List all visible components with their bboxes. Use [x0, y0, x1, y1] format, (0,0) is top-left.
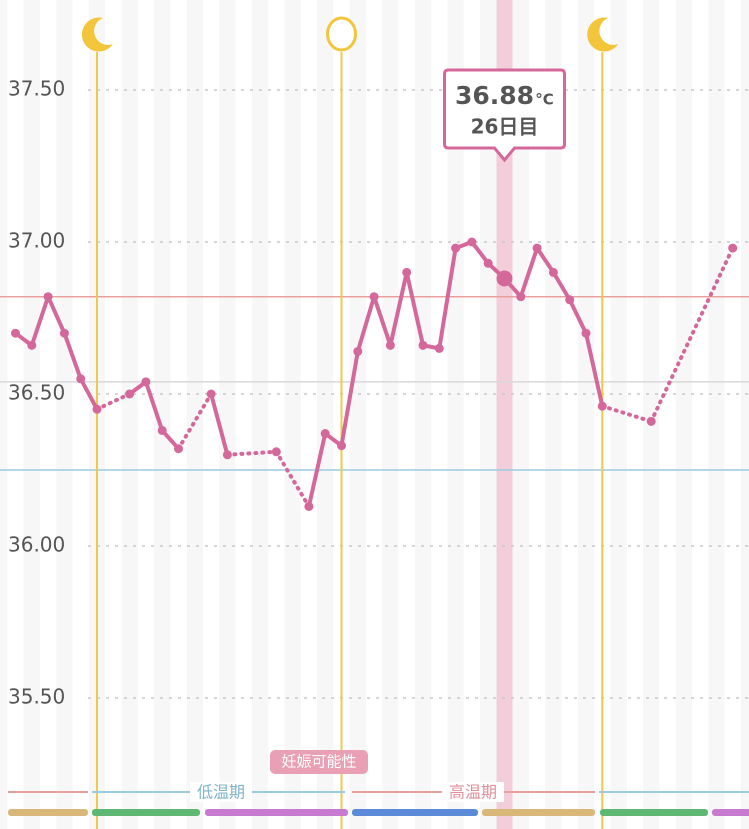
- fertility-label: 妊娠可能性: [281, 753, 356, 771]
- phase-bar: [712, 809, 749, 816]
- day-stripe: [708, 0, 725, 829]
- day-stripe: [643, 0, 660, 829]
- moon-icon: [81, 17, 113, 52]
- day-stripe: [577, 0, 595, 829]
- phase-bar: [600, 809, 708, 816]
- temperature-point: [11, 328, 20, 338]
- temperature-point: [206, 389, 216, 399]
- day-stripe: [480, 0, 497, 829]
- temperature-point: [483, 258, 493, 268]
- temperature-point: [467, 237, 477, 247]
- temperature-point: [597, 401, 607, 411]
- temperature-point: [157, 425, 167, 435]
- temperature-point: [141, 377, 151, 387]
- temperature-point: [548, 267, 558, 277]
- day-stripe: [0, 0, 8, 829]
- day-stripe: [349, 0, 366, 829]
- temperature-point: [43, 292, 53, 302]
- day-stripe: [675, 0, 692, 829]
- day-stripe: [219, 0, 236, 829]
- label-bg: [190, 782, 252, 802]
- temperature-point: [581, 328, 591, 338]
- temperature-point: [353, 346, 363, 356]
- temperature-point: [496, 270, 513, 287]
- y-tick-label: 37.00: [8, 229, 65, 253]
- selected-band: [496, 0, 513, 829]
- temperature-point: [320, 429, 330, 439]
- temperature-point: [92, 404, 102, 414]
- y-tick-label: 35.50: [8, 685, 65, 709]
- temperature-point: [369, 292, 379, 302]
- temperature-point: [174, 444, 183, 454]
- temperature-point: [76, 374, 86, 384]
- plot: 36.88 °C 26日目: [11, 16, 738, 511]
- low-phase-label: 低温期: [197, 783, 245, 802]
- phase-bar: [205, 809, 348, 816]
- temperature-point: [304, 501, 314, 511]
- tooltip-value: 36.88: [455, 81, 534, 110]
- day-stripe: [414, 0, 432, 829]
- day-stripe: [545, 0, 562, 829]
- temperature-point: [565, 295, 575, 305]
- day-stripe: [610, 0, 627, 829]
- day-stripe: [382, 0, 399, 829]
- label-bg: [442, 782, 504, 802]
- phase-bar: [352, 809, 478, 816]
- temperature-point: [27, 340, 37, 350]
- day-stripe: [740, 0, 749, 829]
- temperature-line: [209, 393, 230, 456]
- temperature-gap-line: [225, 449, 279, 457]
- y-tick-label: 36.00: [8, 533, 65, 557]
- moon-icon: [587, 17, 619, 52]
- day-stripe: [56, 0, 73, 829]
- day-stripe: [317, 0, 334, 829]
- tooltip: 36.88 °C 26日目: [443, 68, 566, 163]
- phase-bar: [8, 809, 88, 816]
- day-stripe: [284, 0, 301, 829]
- y-tick-label: 36.50: [8, 381, 65, 405]
- temperature-point: [451, 243, 461, 253]
- temperature-point: [728, 243, 738, 253]
- temperature-point: [385, 340, 395, 350]
- temperature-point: [271, 447, 281, 457]
- fertility-badge: [270, 750, 368, 774]
- day-stripe: [251, 0, 269, 829]
- temperature-gap-line: [95, 392, 132, 412]
- temperature-point: [337, 441, 346, 451]
- temperature-point: [532, 243, 542, 253]
- day-stripe: [512, 0, 529, 829]
- temperature-point: [434, 343, 444, 353]
- day-stripe: [186, 0, 203, 829]
- tooltip-day: 26日目: [471, 115, 539, 139]
- day-stripe: [121, 0, 138, 829]
- phase-bar: [482, 809, 595, 816]
- temperature-point: [59, 328, 69, 338]
- tooltip-box: [443, 68, 566, 163]
- tooltip-unit: °C: [535, 91, 554, 109]
- temperature-point: [222, 450, 232, 460]
- temperature-point: [646, 416, 656, 426]
- temperature-point: [418, 340, 428, 350]
- temperature-point: [402, 267, 412, 277]
- day-stripe: [154, 0, 171, 829]
- temperature-point: [516, 292, 526, 302]
- day-stripe: [447, 0, 464, 829]
- temperature-line: [128, 379, 180, 451]
- temperature-gap-line: [649, 246, 735, 424]
- temperature-gap-line: [600, 404, 654, 424]
- ovulation-icon: [326, 16, 357, 52]
- high-phase-label: 高温期: [449, 783, 497, 802]
- temperature-point: [125, 389, 135, 399]
- day-stripe: [23, 0, 40, 829]
- y-tick-label: 37.50: [8, 77, 65, 101]
- phase-bar: [92, 809, 200, 816]
